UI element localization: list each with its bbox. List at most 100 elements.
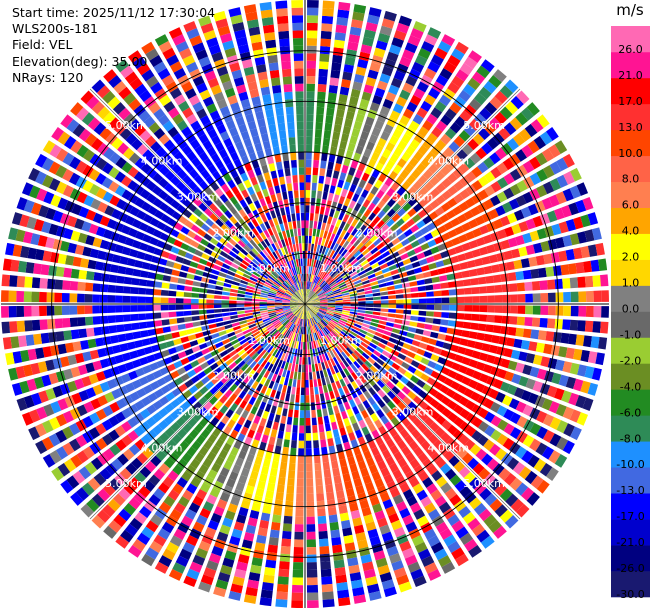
velocity-bin <box>401 133 412 144</box>
velocity-bin <box>462 321 472 329</box>
velocity-bin <box>312 304 321 306</box>
velocity-bin <box>152 185 163 196</box>
velocity-bin <box>362 123 372 134</box>
velocity-bin <box>515 401 527 413</box>
velocity-bin <box>246 145 255 155</box>
velocity-bin <box>136 387 147 398</box>
velocity-bin <box>291 307 299 312</box>
velocity-bin <box>463 387 474 398</box>
velocity-bin <box>175 40 189 53</box>
velocity-bin <box>268 313 277 318</box>
velocity-bin <box>489 152 501 165</box>
velocity-bin <box>306 152 312 160</box>
velocity-bin <box>147 392 158 403</box>
velocity-bin <box>357 403 366 412</box>
velocity-bin <box>253 399 262 408</box>
velocity-bin <box>234 377 243 387</box>
velocity-bin <box>309 212 314 221</box>
velocity-bin <box>133 171 145 183</box>
velocity-bin <box>456 288 465 295</box>
velocity-bin <box>70 230 81 242</box>
velocity-bin <box>169 508 182 521</box>
velocity-bin <box>237 266 246 273</box>
velocity-bin <box>125 332 134 341</box>
velocity-bin <box>298 433 305 441</box>
velocity-bin <box>8 367 19 381</box>
velocity-bin <box>327 100 336 109</box>
velocity-bin <box>521 450 534 464</box>
velocity-bin <box>355 212 363 221</box>
velocity-bin <box>311 266 315 275</box>
velocity-bin <box>82 164 94 178</box>
velocity-bin <box>42 346 52 358</box>
velocity-bin <box>365 300 374 304</box>
velocity-bin <box>46 305 55 316</box>
velocity-bin <box>267 298 275 301</box>
velocity-bin <box>284 321 291 328</box>
velocity-bin <box>370 281 379 286</box>
velocity-bin <box>510 248 521 259</box>
velocity-bin <box>365 293 373 298</box>
velocity-bin <box>38 390 49 403</box>
velocity-bin <box>331 201 338 210</box>
velocity-bin <box>431 126 443 138</box>
velocity-bin <box>294 364 299 372</box>
velocity-bin <box>145 296 154 303</box>
velocity-bin <box>62 410 74 424</box>
velocity-bin <box>252 236 260 245</box>
velocity-bin <box>284 91 293 100</box>
velocity-bin <box>234 396 243 406</box>
velocity-bin <box>325 343 332 352</box>
velocity-bin <box>306 68 316 77</box>
velocity-bin <box>461 330 470 338</box>
velocity-bin <box>252 363 260 372</box>
velocity-bin <box>171 211 182 221</box>
velocity-bin <box>548 144 561 158</box>
velocity-bin <box>302 326 304 335</box>
velocity-bin <box>417 144 429 156</box>
velocity-bin <box>262 410 270 420</box>
velocity-bin <box>170 398 181 409</box>
velocity-bin <box>236 561 248 572</box>
velocity-bin <box>350 342 358 350</box>
velocity-bin <box>281 344 287 353</box>
velocity-bin <box>246 285 255 290</box>
velocity-bin <box>159 202 170 212</box>
velocity-bin <box>216 242 225 250</box>
velocity-bin <box>317 91 326 100</box>
velocity-bin <box>380 183 390 193</box>
velocity-bin <box>346 335 354 342</box>
velocity-bin <box>461 452 474 465</box>
velocity-bin <box>402 489 414 500</box>
velocity-bin <box>509 283 518 292</box>
velocity-bin <box>177 323 186 330</box>
velocity-bin <box>423 232 434 242</box>
velocity-bin <box>334 347 341 355</box>
velocity-bin <box>528 256 538 267</box>
velocity-bin <box>63 135 77 150</box>
velocity-bin <box>413 575 427 588</box>
velocity-bin <box>35 248 45 261</box>
velocity-bin <box>239 227 248 236</box>
velocity-bin <box>257 480 266 490</box>
velocity-bin <box>283 309 292 314</box>
velocity-bin <box>329 281 337 288</box>
velocity-bin <box>305 288 307 297</box>
velocity-bin <box>294 402 300 411</box>
velocity-bin <box>410 286 419 293</box>
velocity-bin <box>506 457 520 470</box>
velocity-bin <box>496 405 508 417</box>
velocity-bin <box>374 87 386 98</box>
velocity-bin <box>296 379 301 388</box>
velocity-bin <box>217 25 231 36</box>
velocity-bin <box>396 22 410 34</box>
velocity-bin <box>238 208 247 218</box>
velocity-bin <box>230 318 239 324</box>
velocity-bin <box>378 366 388 375</box>
velocity-bin <box>151 344 161 353</box>
velocity-bin <box>262 248 269 257</box>
velocity-bin <box>427 535 441 547</box>
velocity-bin <box>107 315 116 324</box>
velocity-bin <box>516 415 528 428</box>
velocity-bin <box>412 180 423 191</box>
